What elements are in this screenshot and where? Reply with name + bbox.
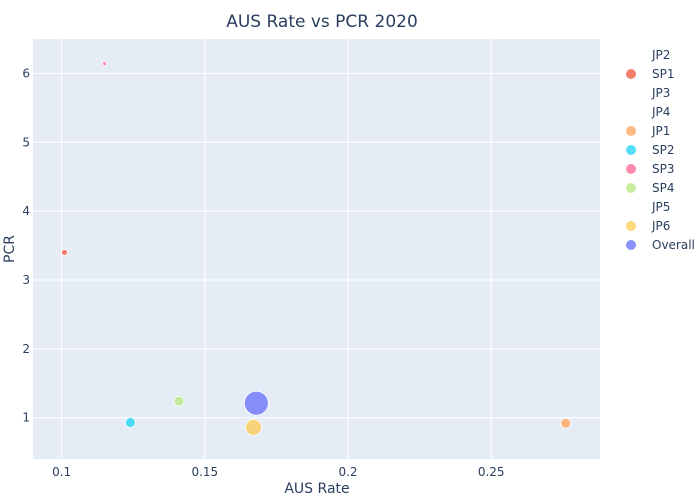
- legend-marker: [626, 145, 636, 155]
- legend-item-jp4[interactable]: JP4: [651, 105, 670, 119]
- legend-marker: [626, 126, 636, 136]
- legend-item-jp1[interactable]: JP1: [626, 124, 670, 138]
- legend-marker: [626, 69, 636, 79]
- legend-item-jp6[interactable]: JP6: [626, 219, 670, 233]
- data-points: [61, 61, 572, 436]
- legend-label: SP2: [652, 143, 675, 157]
- y-tick-label: 3: [22, 273, 30, 287]
- x-tick-label: 0.1: [52, 465, 71, 479]
- x-axis-ticks: 0.1 0.15 0.2 0.25: [52, 465, 504, 479]
- x-tick-label: 0.15: [191, 465, 218, 479]
- legend-label: SP4: [652, 181, 675, 195]
- legend-label: JP4: [651, 105, 670, 119]
- legend-label: JP5: [651, 200, 670, 214]
- y-tick-label: 1: [22, 411, 30, 425]
- legend-label: JP6: [651, 219, 670, 233]
- point-sp4[interactable]: [173, 395, 185, 407]
- point-sp1[interactable]: [61, 249, 68, 256]
- legend-item-sp4[interactable]: SP4: [626, 181, 675, 195]
- legend-marker: [626, 164, 636, 174]
- point-sp3[interactable]: [102, 61, 107, 67]
- legend-marker: [626, 221, 636, 231]
- y-tick-label: 5: [22, 135, 30, 149]
- legend-marker: [626, 240, 636, 250]
- legend-item-jp5[interactable]: JP5: [651, 200, 670, 214]
- point-jp6[interactable]: [245, 418, 262, 436]
- y-tick-label: 4: [22, 204, 30, 218]
- y-axis-ticks: 1 2 3 4 5 6: [22, 66, 30, 424]
- point-overall[interactable]: [243, 390, 269, 416]
- legend-item-sp1[interactable]: SP1: [626, 67, 675, 81]
- y-tick-label: 6: [22, 66, 30, 80]
- y-tick-label: 2: [22, 342, 30, 356]
- chart-title: AUS Rate vs PCR 2020: [226, 12, 418, 32]
- point-sp2[interactable]: [124, 417, 136, 428]
- legend-label: SP1: [652, 67, 675, 81]
- legend-item-sp2[interactable]: SP2: [626, 143, 675, 157]
- legend: JP2 SP1 JP3 JP4 JP1 SP2 SP3 SP4 JP5 JP6 Overall: [626, 48, 695, 252]
- grid-lines: [33, 39, 600, 459]
- legend-label: JP2: [651, 48, 670, 62]
- legend-label: JP1: [651, 124, 670, 138]
- x-tick-label: 0.25: [478, 465, 505, 479]
- legend-marker: [626, 183, 636, 193]
- y-axis-title: PCR: [2, 235, 18, 263]
- legend-item-jp3[interactable]: JP3: [651, 86, 670, 100]
- legend-item-jp2[interactable]: JP2: [651, 48, 670, 62]
- plot-area: [33, 39, 600, 459]
- x-tick-label: 0.2: [338, 465, 357, 479]
- legend-label: Overall: [652, 238, 695, 252]
- point-jp1[interactable]: [560, 417, 572, 429]
- legend-item-sp3[interactable]: SP3: [626, 162, 675, 176]
- legend-label: JP3: [651, 86, 670, 100]
- legend-label: SP3: [652, 162, 675, 176]
- x-axis-title: AUS Rate: [284, 481, 349, 497]
- legend-item-overall[interactable]: Overall: [626, 238, 695, 252]
